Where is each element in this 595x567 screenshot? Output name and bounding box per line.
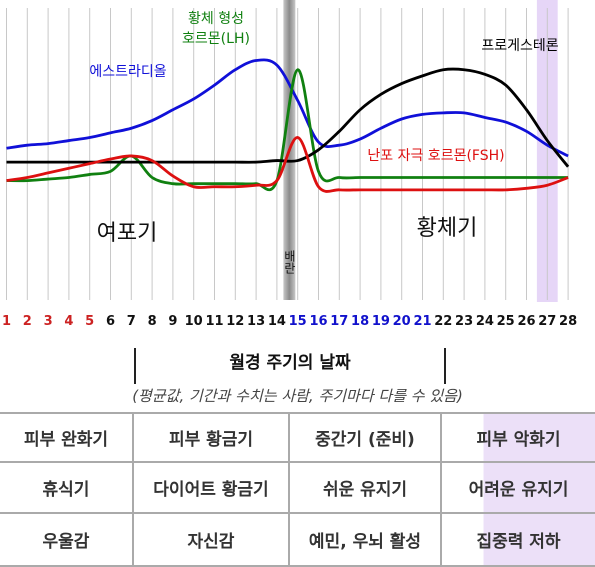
- day-label-18: 18: [351, 314, 369, 329]
- phase-label-luteal: 황체기: [417, 216, 478, 241]
- day-label-13: 13: [247, 314, 265, 329]
- day-label-20: 20: [393, 314, 411, 329]
- series-label-3: 난포 자극 호르몬(FSH): [367, 148, 504, 164]
- day-label-25: 25: [497, 314, 515, 329]
- series-line-1: [6, 68, 569, 192]
- cell-sensitive: 예민, 우뇌 활성: [290, 514, 442, 567]
- day-label-23: 23: [455, 314, 473, 329]
- day-label-28: 28: [559, 314, 577, 329]
- day-label-19: 19: [372, 314, 390, 329]
- cycle-table: 월경 주기의 날짜 (평균값, 기간과 수치는 사람, 주기마다 다를 수 있음…: [0, 340, 595, 567]
- day-label-11: 11: [205, 314, 223, 329]
- day-label-24: 24: [476, 314, 494, 329]
- cell-easy-keep: 쉬운 유지기: [290, 463, 442, 514]
- day-label-1: 1: [2, 314, 11, 329]
- cell-skin-relief: 피부 완화기: [0, 412, 134, 463]
- day-label-6: 6: [106, 314, 115, 329]
- phase-label-follicular: 여포기: [97, 221, 158, 246]
- cell-skin-golden: 피부 황금기: [134, 412, 290, 463]
- day-label-10: 10: [185, 314, 203, 329]
- table-subtitle: (평균값, 기간과 수치는 사람, 주기마다 다를 수 있음): [132, 387, 463, 405]
- day-label-2: 2: [23, 314, 32, 329]
- ovulation-label: 배란: [282, 250, 296, 274]
- day-label-14: 14: [268, 314, 286, 329]
- day-label-3: 3: [44, 314, 53, 329]
- series-line-3: [6, 136, 569, 193]
- day-label-22: 22: [434, 314, 452, 329]
- cell-rest: 휴식기: [0, 463, 134, 514]
- series-line-0: [6, 58, 569, 158]
- cell-confidence: 자신감: [134, 514, 290, 567]
- cell-skin-mid: 중간기 (준비): [290, 412, 442, 463]
- day-label-8: 8: [148, 314, 157, 329]
- day-label-7: 7: [127, 314, 136, 329]
- phase-grid: 피부 완화기 피부 황금기 중간기 (준비) 피부 악화기 휴식기 다이어트 황…: [0, 412, 595, 567]
- table-title: 월경 주기의 날짜: [134, 348, 446, 384]
- day-label-17: 17: [330, 314, 348, 329]
- series-label-1: 황체 형성 호르몬(LH): [182, 11, 250, 47]
- day-label-21: 21: [413, 314, 431, 329]
- cell-diet-golden: 다이어트 황금기: [134, 463, 290, 514]
- day-label-4: 4: [64, 314, 73, 329]
- day-label-9: 9: [168, 314, 177, 329]
- day-label-16: 16: [309, 314, 327, 329]
- day-label-12: 12: [226, 314, 244, 329]
- cell-depression: 우울감: [0, 514, 134, 567]
- cell-skin-worse: 피부 악화기: [442, 412, 595, 463]
- day-label-26: 26: [517, 314, 535, 329]
- day-label-5: 5: [85, 314, 94, 329]
- day-label-27: 27: [538, 314, 556, 329]
- cell-hard-keep: 어려운 유지기: [442, 463, 595, 514]
- series-label-2: 프로게스테론: [481, 38, 558, 54]
- series-label-0: 에스트라디올: [89, 64, 166, 80]
- day-label-15: 15: [289, 314, 307, 329]
- cell-focus-drop: 집중력 저하: [442, 514, 595, 567]
